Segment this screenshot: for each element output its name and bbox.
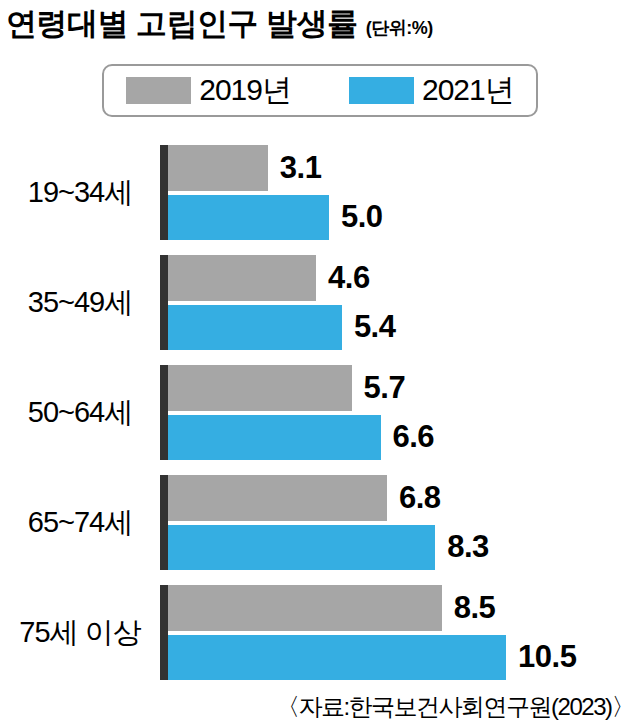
axis-and-bars: 5.76.6	[160, 365, 640, 460]
chart-row: 19~34세 3.1 5.0	[0, 145, 640, 240]
source-credit: 〈자료:한국보건사회연구원(2023)〉	[276, 691, 634, 723]
bar-row: 4.6	[168, 255, 640, 301]
row-label: 75세 이상	[0, 613, 160, 653]
value-label: 5.7	[364, 370, 406, 406]
value-label: 3.1	[280, 150, 322, 186]
legend: 2019년 2021년	[102, 64, 538, 117]
legend-item-2021: 2021년	[349, 70, 514, 111]
value-label: 8.3	[447, 529, 489, 565]
bar-row: 8.3	[168, 525, 640, 571]
row-label: 19~34세	[0, 173, 160, 213]
value-label: 4.6	[328, 260, 370, 296]
axis-and-bars: 6.88.3	[160, 475, 640, 570]
chart-title: 연령대별 고립인구 발생률	[6, 3, 358, 45]
value-label: 6.8	[399, 480, 441, 516]
axis-and-bars: 3.1 5.0	[160, 145, 640, 240]
bar-2019	[168, 145, 268, 191]
bar-2019	[168, 365, 352, 411]
chart-row: 50~64세5.76.6	[0, 365, 640, 460]
bar-2021	[168, 525, 435, 571]
value-label: 5.4	[354, 309, 396, 345]
bar-2021	[168, 635, 506, 681]
row-label: 35~49세	[0, 283, 160, 323]
bar-row: 10.5	[168, 635, 640, 681]
bar-row: 5.7	[168, 365, 640, 411]
bar-row: 5.0	[168, 195, 640, 241]
value-label: 10.5	[518, 639, 576, 675]
row-label: 50~64세	[0, 393, 160, 433]
legend-label-2021: 2021년	[422, 70, 514, 111]
bar-row: 6.6	[168, 415, 640, 461]
bar-chart: 19~34세3.15.035~49세4.65.450~64세5.76.665~7…	[0, 145, 640, 695]
bar-2019	[168, 475, 387, 521]
axis-and-bars: 4.65.4	[160, 255, 640, 350]
bar-row: 5.4	[168, 305, 640, 351]
chart-row: 35~49세4.65.4	[0, 255, 640, 350]
bar-2021	[168, 305, 342, 351]
chart-row: 65~74세6.88.3	[0, 475, 640, 570]
chart-row: 75세 이상 8.5 10.5	[0, 585, 640, 680]
bar-2019	[168, 255, 316, 301]
legend-label-2019: 2019년	[199, 70, 291, 111]
bar-2021	[168, 195, 329, 241]
value-label: 5.0	[341, 199, 383, 235]
infographic-page: 연령대별 고립인구 발생률 (단위:%) 2019년 2021년 19~34세3…	[0, 0, 640, 723]
bar-row: 3.1	[168, 145, 640, 191]
axis-and-bars: 8.5 10.5	[160, 585, 640, 680]
legend-swatch-2021-icon	[349, 77, 414, 104]
title-row: 연령대별 고립인구 발생률 (단위:%)	[6, 3, 433, 45]
bar-row: 8.5	[168, 585, 640, 631]
legend-item-2019: 2019년	[126, 70, 291, 111]
bar-row: 6.8	[168, 475, 640, 521]
value-label: 8.5	[454, 590, 496, 626]
unit-label: (단위:%)	[366, 16, 433, 40]
legend-swatch-2019-icon	[126, 77, 191, 104]
value-label: 6.6	[393, 419, 435, 455]
bar-2021	[168, 415, 381, 461]
bar-2019	[168, 585, 442, 631]
row-label: 65~74세	[0, 503, 160, 543]
